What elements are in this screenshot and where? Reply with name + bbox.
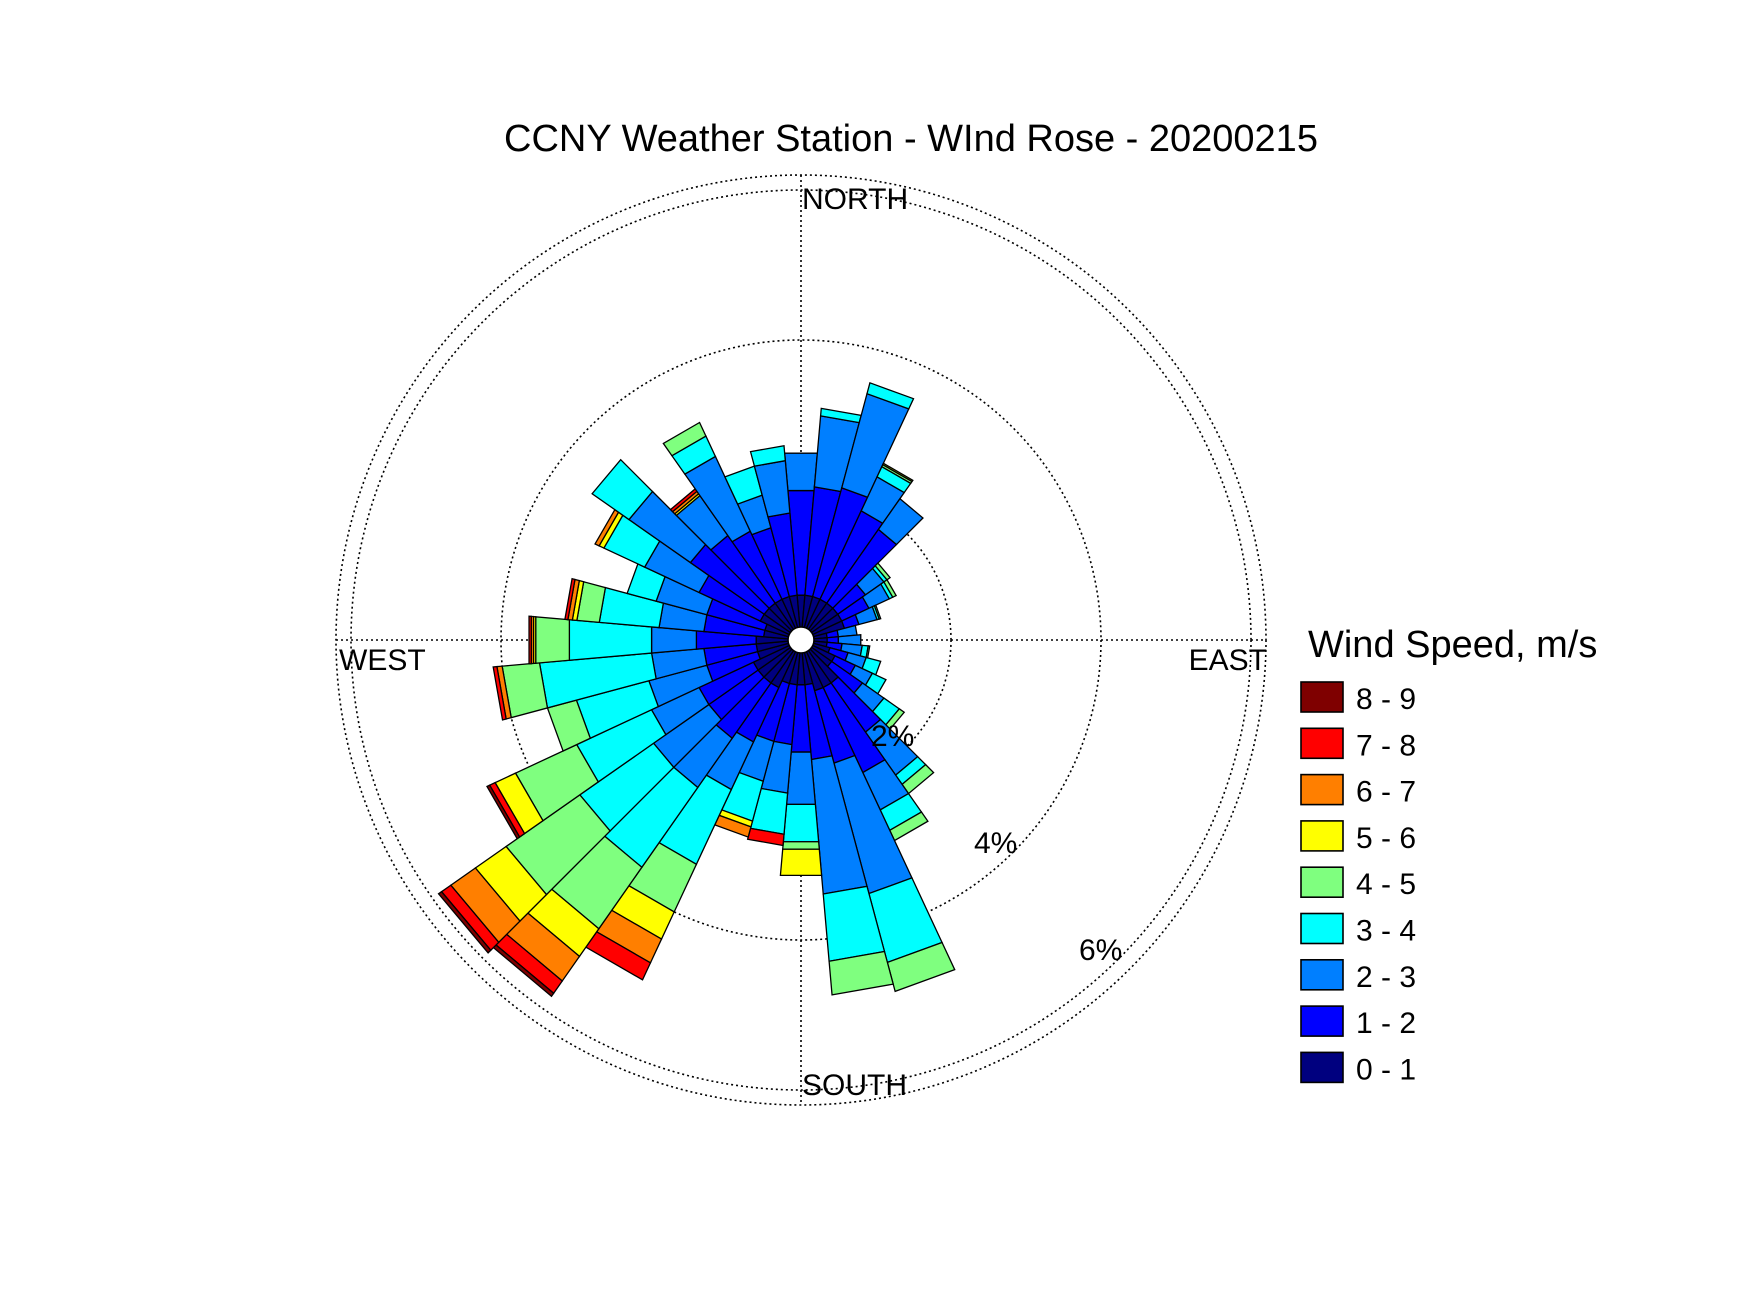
legend-swatch-7 [1300, 727, 1344, 760]
direction-label-north: NORTH [802, 183, 908, 216]
wedge-240deg-bin-8 [486, 784, 521, 840]
direction-label-east: EAST [1189, 644, 1267, 677]
legend-swatch-6 [1300, 773, 1344, 806]
wedge-310deg-bin-3 [591, 458, 654, 521]
wedge-20deg-bin-3 [866, 381, 915, 410]
wedge-50deg-bin-4 [874, 562, 892, 581]
legend-label-6: 6 - 7 [1356, 776, 1416, 809]
wedge-180deg-bin-4 [781, 841, 821, 850]
legend-swatch-5 [1300, 820, 1344, 852]
wedge-350deg-bin-3 [749, 444, 787, 467]
legend-swatch-2 [1300, 958, 1344, 991]
legend-label-1: 1 - 2 [1356, 1007, 1416, 1040]
legend-label-4: 4 - 5 [1356, 868, 1416, 901]
wedge-160deg-bin-4 [886, 941, 956, 993]
ring-label-2pct: 2% [871, 720, 914, 753]
wedge-330deg-bin-4 [662, 421, 707, 457]
legend-swatch-0 [1300, 1051, 1344, 1084]
ring-label-4pct: 4% [974, 827, 1017, 860]
wedge-230deg-bin-8 [437, 890, 492, 954]
wedge-270deg-bin-7 [528, 615, 532, 665]
wedge-60deg-bin-4 [883, 578, 898, 599]
legend-label-5: 5 - 6 [1356, 822, 1416, 855]
wedge-180deg-bin-3 [782, 803, 820, 843]
legend-label-2: 2 - 3 [1356, 961, 1416, 994]
legend-label-3: 3 - 4 [1356, 915, 1416, 948]
ring-label-6pct: 6% [1079, 934, 1122, 967]
chart-title: CCNY Weather Station - WInd Rose - 20200… [504, 118, 1318, 160]
polar-grid [335, 174, 1267, 1106]
wind-rose-sectors [437, 381, 956, 998]
wedge-40deg-bin-2 [877, 497, 924, 546]
direction-label-west: WEST [339, 644, 426, 677]
legend-swatch-1 [1300, 1005, 1344, 1037]
direction-label-south: SOUTH [802, 1069, 907, 1102]
wedge-190deg-bin-7 [746, 827, 785, 847]
wedge-180deg-bin-5 [779, 848, 823, 876]
wedge-30deg-bin-5 [881, 462, 914, 483]
legend: 8 - 9 7 - 8 6 - 7 5 - 6 4 - 5 3 - 4 2 - 3 1 - 2… [1300, 681, 1416, 1086]
center-hole [787, 626, 815, 654]
wedge-260deg-bin-7 [492, 665, 507, 721]
wedge-280deg-bin-7 [564, 577, 576, 621]
legend-label-8: 8 - 9 [1356, 683, 1416, 716]
wedge-170deg-bin-4 [828, 950, 895, 996]
legend-swatch-3 [1300, 912, 1344, 945]
legend-swatch-4 [1300, 866, 1344, 899]
legend-swatch-8 [1300, 681, 1344, 713]
wedge-270deg-bin-4 [535, 616, 571, 664]
wedge-0deg-bin-2 [783, 452, 819, 492]
legend-label-0: 0 - 1 [1356, 1053, 1416, 1086]
legend-title: Wind Speed, m/s [1308, 624, 1597, 666]
legend-label-7: 7 - 8 [1356, 729, 1416, 762]
wedge-70deg-bin-4 [873, 604, 882, 620]
